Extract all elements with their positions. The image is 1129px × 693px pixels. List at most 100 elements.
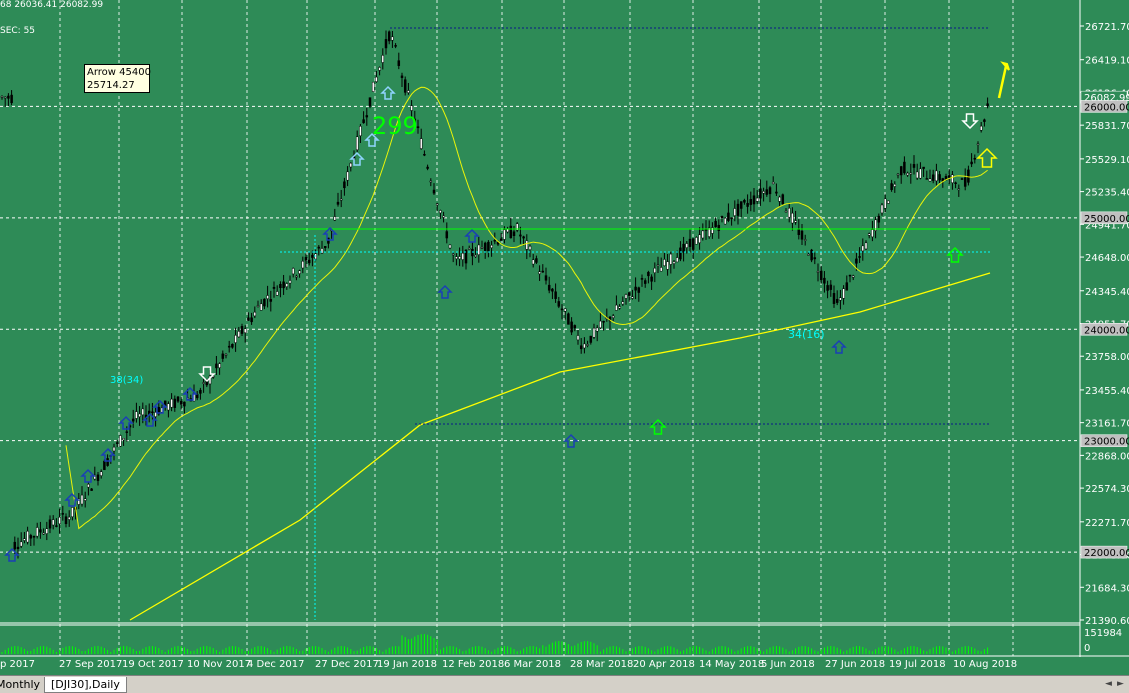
price-tick-label: 23161.70 bbox=[1085, 419, 1129, 430]
candle-body bbox=[429, 180, 433, 183]
candle-body bbox=[528, 246, 532, 250]
candle-body bbox=[634, 286, 637, 291]
price-chart[interactable]: 29938(34)34(16)26721.7026419.1026126.402… bbox=[0, 0, 1129, 675]
candle-body bbox=[272, 286, 276, 289]
candle-body bbox=[794, 220, 797, 223]
candle-body bbox=[285, 283, 289, 287]
scroll-left-icon[interactable]: ◄ bbox=[1105, 679, 1112, 689]
candle-body bbox=[410, 105, 413, 111]
candle-body bbox=[931, 174, 935, 181]
price-tag-box bbox=[1080, 323, 1128, 336]
candle-body bbox=[346, 171, 349, 181]
candle-body bbox=[711, 227, 714, 234]
candle-body bbox=[685, 243, 689, 248]
arrow-up-icon bbox=[364, 132, 380, 147]
candle-body bbox=[483, 242, 487, 251]
candle-body bbox=[215, 363, 218, 369]
scroll-right-icon[interactable]: ► bbox=[1117, 679, 1124, 689]
candle-body bbox=[871, 229, 874, 238]
candle-body bbox=[563, 308, 567, 312]
candle-body bbox=[32, 536, 36, 538]
candle-body bbox=[400, 75, 404, 78]
candle-body bbox=[243, 328, 247, 333]
candle-body bbox=[451, 253, 455, 256]
time-tick-label: 10 Nov 2017 bbox=[187, 659, 251, 670]
candle-body bbox=[503, 229, 506, 240]
candle-body bbox=[803, 239, 807, 241]
time-axis: p 2017 27 Sep 2017 19 Oct 2017 10 Nov 20174… bbox=[0, 659, 1017, 670]
candle-body bbox=[791, 212, 794, 224]
arrow-up-icon bbox=[349, 151, 365, 166]
candle-body bbox=[45, 528, 49, 534]
candle-body bbox=[176, 396, 180, 402]
candle-body bbox=[333, 216, 337, 221]
candle-body bbox=[71, 507, 74, 517]
candle-body bbox=[890, 183, 893, 190]
arrow-up-icon bbox=[142, 412, 158, 427]
candle-body bbox=[7, 95, 10, 99]
candle-body bbox=[954, 182, 957, 184]
candle-body bbox=[448, 244, 452, 249]
candle-body bbox=[938, 174, 941, 181]
candle-body bbox=[77, 498, 81, 505]
candle-body bbox=[893, 183, 897, 187]
candle-body bbox=[490, 244, 493, 249]
candle-body bbox=[759, 188, 762, 199]
seconds-counter: SEC: 55 bbox=[0, 26, 36, 36]
candle-body bbox=[717, 224, 721, 231]
candle-body bbox=[298, 270, 301, 274]
candle-body bbox=[275, 291, 279, 296]
candle-body bbox=[723, 217, 727, 225]
candle-body bbox=[231, 344, 234, 348]
price-tick-label: 26419.10 bbox=[1085, 56, 1129, 67]
candle-body bbox=[359, 126, 362, 137]
candle-body bbox=[583, 343, 586, 349]
candle-body bbox=[368, 97, 372, 107]
candle-body bbox=[419, 138, 423, 149]
tab-monthly[interactable]: Monthly bbox=[0, 677, 48, 692]
candle-body bbox=[339, 198, 343, 201]
trend-arrow-icon bbox=[1000, 61, 1010, 71]
candle-body bbox=[247, 317, 250, 321]
candle-body bbox=[957, 188, 961, 191]
candle-body bbox=[167, 403, 170, 411]
candle-body bbox=[986, 103, 989, 107]
candle-body bbox=[832, 293, 836, 304]
price-tick-label: 22574.30 bbox=[1085, 484, 1129, 495]
time-tick-label: p 2017 bbox=[0, 659, 35, 670]
grid bbox=[0, 0, 1080, 656]
candle-body bbox=[35, 527, 39, 537]
candle-body bbox=[455, 256, 458, 260]
candle-body bbox=[547, 284, 551, 291]
arrow-up-icon bbox=[976, 147, 998, 168]
candle-body bbox=[797, 228, 801, 235]
candle-body bbox=[637, 287, 641, 293]
candle-body bbox=[659, 267, 663, 272]
candle-body bbox=[269, 299, 273, 302]
quote-info: 68 26036.41 26082.99 bbox=[0, 0, 104, 10]
candle-body bbox=[263, 298, 266, 307]
candle-body bbox=[775, 191, 778, 194]
candle-body bbox=[131, 418, 135, 422]
candle-body bbox=[445, 231, 449, 239]
candle-body bbox=[746, 202, 749, 207]
time-tick-label: 14 May 2018 bbox=[699, 659, 764, 670]
candle-body bbox=[416, 126, 420, 129]
volume-bars bbox=[1, 634, 989, 654]
price-axis: 26721.7026419.1026126.4025831.7025529.10… bbox=[1080, 22, 1129, 627]
time-tick-label: 4 Dec 2017 bbox=[247, 659, 305, 670]
tab-dji30-daily[interactable]: [DJI30],Daily bbox=[44, 677, 127, 693]
price-tick-label: 25235.40 bbox=[1085, 188, 1129, 199]
candle-body bbox=[611, 315, 615, 318]
candle-body bbox=[647, 271, 650, 277]
count-label-299: 299 bbox=[372, 112, 418, 140]
candle-body bbox=[96, 474, 100, 481]
price-tick-label: 21684.30 bbox=[1085, 583, 1129, 594]
candle-body bbox=[599, 320, 602, 329]
price-tick-label: 24648.00 bbox=[1085, 253, 1129, 264]
candle-body bbox=[919, 168, 922, 179]
candle-body bbox=[887, 200, 890, 204]
candle-body bbox=[55, 525, 58, 527]
candle-body bbox=[864, 242, 868, 250]
candle-body bbox=[615, 304, 618, 311]
